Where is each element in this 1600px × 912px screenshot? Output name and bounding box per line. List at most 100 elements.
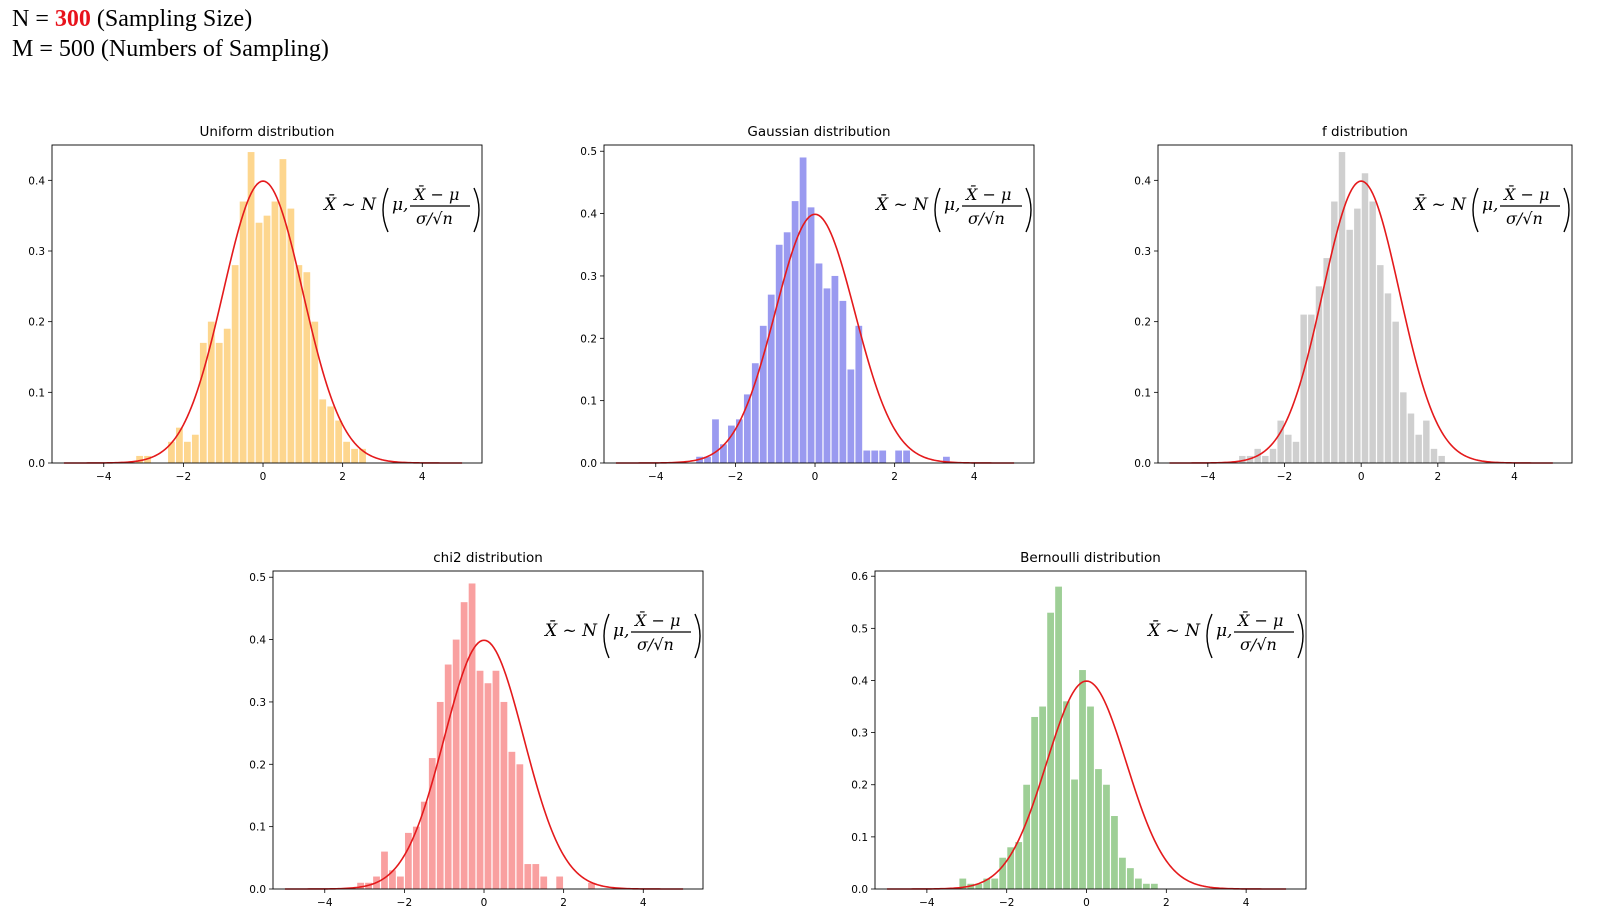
histogram-bar [1142, 883, 1150, 889]
x-tick-label: 0 [481, 897, 488, 909]
y-tick-label: 0.1 [249, 822, 266, 834]
formula-numerator: X̄ − μ [964, 183, 1011, 204]
histogram-bar [215, 342, 223, 463]
histogram-bar [428, 758, 436, 889]
histogram-bar [1015, 842, 1023, 889]
formula-annotation: X̄ ~ N μ,X̄ − μ σ/√n [322, 183, 480, 233]
formula-lhs: X̄ ~ N [1412, 193, 1467, 215]
histogram-bar [231, 265, 239, 463]
x-tick-label: 0 [260, 471, 267, 483]
histogram-bar [1134, 878, 1142, 889]
histogram-bar [775, 244, 783, 463]
histogram-bar [404, 832, 412, 889]
histogram-bar [991, 878, 999, 889]
histogram-bar [863, 450, 871, 463]
histogram-bar [1308, 314, 1315, 463]
formula-denominator: σ/√n [1240, 635, 1277, 654]
histogram-bar [524, 864, 532, 889]
histogram-bar [287, 208, 295, 463]
histogram-bar [1150, 883, 1158, 889]
histogram-bar [1111, 816, 1118, 889]
histogram-bar [1119, 857, 1126, 889]
x-tick-label: 0 [812, 471, 819, 483]
x-tick-label: 4 [971, 471, 978, 483]
y-tick-label: 0.1 [1134, 387, 1151, 399]
histogram-bar [759, 325, 767, 463]
histogram-bar [1423, 420, 1430, 463]
plot-frame [272, 570, 704, 890]
y-tick-label: 0.1 [580, 396, 597, 408]
plot-frame [1157, 144, 1573, 464]
histogram-bar [791, 201, 799, 463]
histogram-bar [176, 427, 183, 463]
histogram-bar [319, 399, 327, 463]
histogram-bar [343, 441, 351, 463]
x-tick-label: 2 [891, 471, 898, 483]
plot-frame [51, 144, 483, 464]
histogram-bar [397, 876, 404, 889]
histogram-bar [704, 456, 711, 463]
sampling-size-line: N = 300 (Sampling Size) [12, 4, 329, 34]
histogram-bar [975, 883, 983, 889]
normal-pdf-curve [615, 213, 1015, 464]
histogram-bar [1338, 152, 1346, 464]
histogram-bar [895, 450, 903, 463]
y-tick-label: 0.5 [580, 146, 597, 158]
histogram-bar [879, 450, 887, 463]
formula-numerator: X̄ − μ [1236, 609, 1283, 630]
sampling-size-suffix: (Sampling Size) [90, 6, 253, 32]
x-tick-label: −2 [999, 897, 1014, 909]
formula-numerator: X̄ − μ [412, 183, 459, 204]
formula-left-paren [934, 187, 941, 233]
histogram-panel: Bernoulli distribution −4 −2 0 2 4 0.0 0.1 0.2 0.… [851, 550, 1307, 909]
x-tick-label: −4 [919, 897, 935, 909]
plot-frame [874, 570, 1307, 890]
x-tick-label: 2 [1163, 897, 1170, 909]
formula-left-paren [382, 187, 389, 233]
histogram-bar [1103, 784, 1110, 889]
header-annotation: N = 300 (Sampling Size) M = 500 (Numbers… [12, 4, 329, 64]
normal-pdf-curve [284, 639, 684, 890]
formula-mu: μ, [1216, 621, 1232, 641]
y-tick-label: 0.0 [28, 458, 45, 470]
x-tick-label: 0 [1083, 897, 1090, 909]
histogram-bar [1071, 779, 1078, 889]
normal-pdf-curve [886, 680, 1287, 890]
histogram-bar [183, 441, 191, 463]
histogram-bar [351, 448, 358, 463]
y-tick-label: 0.0 [851, 884, 868, 896]
histogram-bar [767, 294, 775, 463]
formula-denominator: σ/√n [637, 635, 674, 654]
x-tick-label: −2 [728, 471, 743, 483]
x-tick-label: −4 [96, 471, 112, 483]
formula-right-paren [1025, 187, 1032, 233]
chart-title: Uniform distribution [200, 124, 335, 140]
histogram-panel: Uniform distribution −4 −2 0 2 4 0.0 0.1 0.2 0.3 0… [28, 124, 483, 483]
histogram-bar [839, 300, 847, 463]
y-tick-label: 0.2 [249, 759, 266, 771]
histogram-bar [303, 272, 311, 463]
histogram-bar [1369, 201, 1376, 464]
formula-lhs: X̄ ~ N [543, 619, 598, 641]
formula-annotation: X̄ ~ N μ,X̄ − μ σ/√n [1146, 609, 1304, 659]
histogram-bar [751, 363, 759, 463]
formula-right-paren [1297, 613, 1304, 659]
histogram-bar [1400, 392, 1407, 463]
histogram-bar [1239, 455, 1246, 463]
formula-lhs: X̄ ~ N [322, 193, 377, 215]
formula-numerator: X̄ − μ [633, 609, 680, 630]
histogram-bar [247, 152, 255, 464]
histogram-bar [983, 878, 991, 889]
x-tick-label: 2 [560, 897, 567, 909]
x-tick-label: 4 [640, 897, 647, 909]
histogram-bar [720, 444, 727, 463]
histogram-bar [1407, 413, 1415, 463]
histogram-panel: Gaussian distribution −4 −2 0 2 4 0.0 0.1 0.2 0.3… [580, 124, 1035, 483]
x-tick-label: −4 [317, 897, 333, 909]
formula-mu: μ, [1482, 195, 1498, 215]
histogram-bar [444, 664, 452, 889]
y-tick-label: 0.0 [580, 458, 597, 470]
histogram-bar [1430, 448, 1438, 463]
histogram-bar [540, 876, 548, 889]
